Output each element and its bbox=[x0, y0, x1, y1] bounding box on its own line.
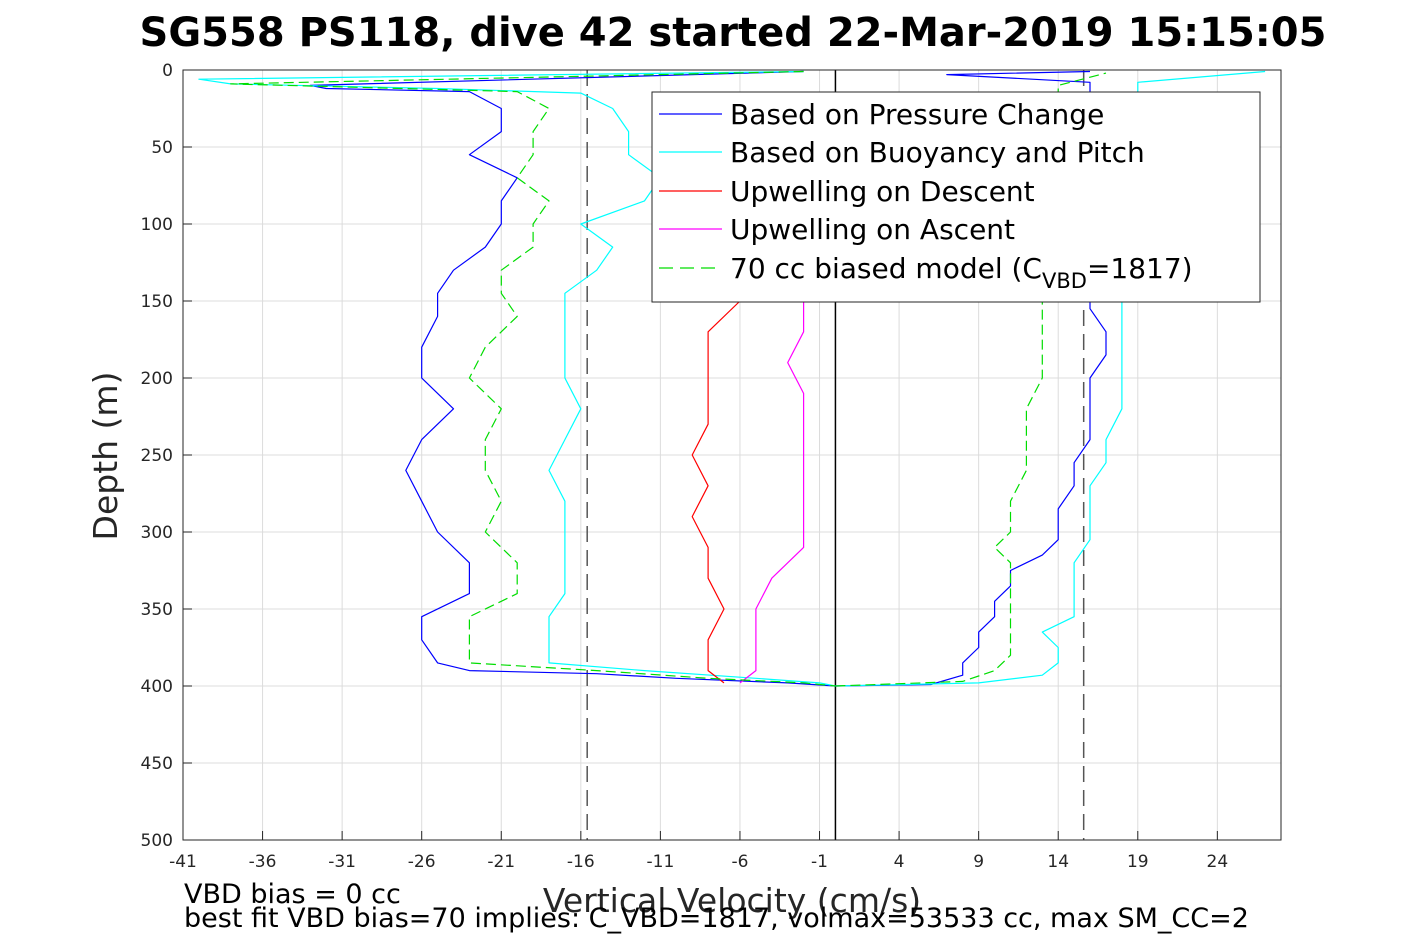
x-tick-label: -1 bbox=[811, 852, 828, 872]
y-tick-label: 100 bbox=[141, 215, 173, 235]
footer-line-2: best fit VBD bias=70 implies: C_VBD=1817… bbox=[184, 903, 1249, 934]
data-series bbox=[198, 70, 1266, 687]
y-tick-label: 350 bbox=[141, 600, 173, 620]
y-axis-ticks: 0 50 100 150 200 250 300 350 400 450 500 bbox=[141, 61, 192, 851]
y-tick-label: 400 bbox=[141, 677, 173, 697]
series-line bbox=[230, 70, 836, 687]
x-tick-label: -6 bbox=[731, 852, 748, 872]
x-tick-label: -26 bbox=[408, 852, 436, 872]
x-tick-label: -36 bbox=[249, 852, 277, 872]
x-axis-label: Vertical Velocity (cm/s) bbox=[543, 881, 921, 920]
x-tick-label: -16 bbox=[567, 852, 595, 872]
series-line bbox=[739, 301, 805, 684]
y-tick-label: 450 bbox=[141, 754, 173, 774]
x-axis-ticks: -41 -36 -31 -26 -21 -16 -11 -6 -1 4 9 14 19 24 bbox=[169, 831, 1228, 872]
footer-line-1: VBD bias = 0 cc bbox=[184, 879, 401, 910]
y-tick-label: 200 bbox=[141, 369, 173, 389]
x-tick-label: 9 bbox=[973, 852, 984, 872]
x-tick-label: 4 bbox=[894, 852, 905, 872]
y-tick-label: 500 bbox=[141, 831, 173, 851]
legend-label: Based on Buoyancy and Pitch bbox=[730, 136, 1145, 169]
legend-label: 70 cc biased model (CVBD=1817) bbox=[730, 252, 1193, 293]
x-tick-label: 19 bbox=[1127, 852, 1149, 872]
x-tick-label: -11 bbox=[647, 852, 675, 872]
x-tick-label: -41 bbox=[169, 852, 197, 872]
y-tick-label: 250 bbox=[141, 446, 173, 466]
series-line bbox=[198, 70, 836, 687]
series-line bbox=[691, 300, 741, 684]
x-tick-label: 24 bbox=[1207, 852, 1229, 872]
legend-label: Based on Pressure Change bbox=[730, 98, 1104, 131]
x-tick-label: -21 bbox=[487, 852, 515, 872]
y-tick-label: 150 bbox=[141, 292, 173, 312]
legend: Based on Pressure Change Based on Buoyanc… bbox=[651, 91, 1261, 303]
legend-box bbox=[651, 91, 1261, 303]
x-tick-label: 14 bbox=[1047, 852, 1069, 872]
series-line bbox=[309, 70, 836, 687]
y-axis-label: Depth (m) bbox=[86, 372, 125, 541]
y-tick-label: 0 bbox=[162, 61, 173, 81]
y-tick-label: 300 bbox=[141, 523, 173, 543]
legend-label: Upwelling on Descent bbox=[730, 175, 1035, 208]
y-tick-label: 50 bbox=[151, 138, 173, 158]
chart-title: SG558 PS118, dive 42 started 22-Mar-2019… bbox=[140, 10, 1327, 56]
legend-label: Upwelling on Ascent bbox=[730, 213, 1015, 246]
x-tick-label: -31 bbox=[328, 852, 356, 872]
